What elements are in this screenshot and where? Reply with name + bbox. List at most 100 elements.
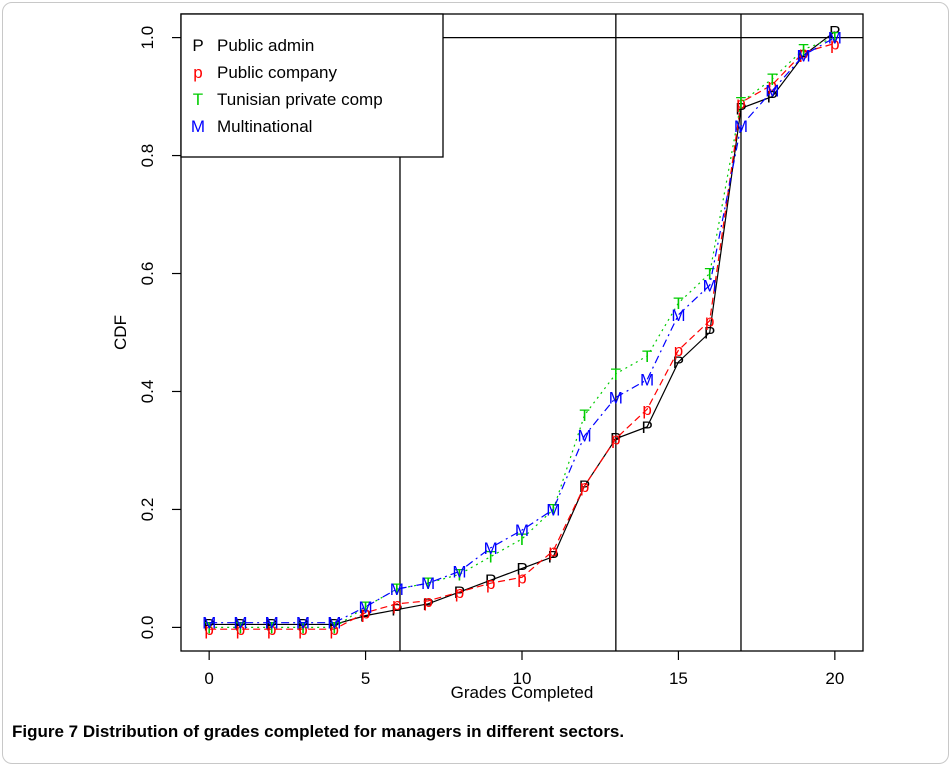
- y-axis-title: CDF: [111, 315, 130, 350]
- legend-marker: M: [191, 117, 205, 136]
- data-point-marker: p: [736, 93, 745, 112]
- data-point-marker: P: [641, 418, 652, 437]
- data-point-marker: p: [330, 620, 339, 639]
- data-point-marker: T: [204, 618, 214, 637]
- data-point-marker: T: [767, 70, 777, 89]
- data-point-marker: T: [454, 565, 464, 584]
- legend-label: Public company: [217, 63, 338, 82]
- x-tick-label: 5: [361, 669, 370, 688]
- data-point-marker: P: [829, 23, 840, 42]
- data-point-marker: p: [549, 542, 558, 561]
- data-point-marker: p: [267, 620, 276, 639]
- data-point-marker: P: [798, 46, 809, 65]
- data-point-marker: p: [580, 477, 589, 496]
- data-point-marker: P: [673, 353, 684, 372]
- data-point-marker: M: [577, 427, 591, 446]
- data-point-marker: P: [516, 559, 527, 578]
- data-point-marker: M: [734, 117, 748, 136]
- y-tick-label: 0.0: [138, 616, 157, 640]
- data-point-marker: P: [767, 88, 778, 107]
- data-point-marker: P: [266, 615, 277, 634]
- data-point-marker: M: [765, 82, 779, 101]
- x-axis-title: Grades Completed: [451, 683, 594, 702]
- data-point-marker: p: [799, 43, 808, 62]
- data-point-marker: T: [517, 530, 527, 549]
- data-point-marker: M: [671, 306, 685, 325]
- data-point-marker: M: [421, 574, 435, 593]
- data-point-marker: P: [422, 595, 433, 614]
- data-point-marker: P: [485, 571, 496, 590]
- data-point-marker: T: [705, 265, 715, 284]
- legend-label: Tunisian private comp: [217, 90, 383, 109]
- data-point-marker: T: [392, 580, 402, 599]
- data-point-marker: p: [298, 620, 307, 639]
- data-point-marker: M: [296, 614, 310, 633]
- data-point-marker: M: [796, 46, 810, 65]
- y-tick-label: 0.8: [138, 144, 157, 168]
- data-point-marker: p: [392, 595, 401, 614]
- data-point-marker: T: [798, 40, 808, 59]
- legend-box: [180, 13, 444, 158]
- legend-marker: T: [193, 90, 203, 109]
- data-point-marker: p: [486, 574, 495, 593]
- data-point-marker: T: [642, 347, 652, 366]
- data-point-marker: T: [298, 618, 308, 637]
- data-point-marker: M: [640, 371, 654, 390]
- y-tick-label: 1.0: [138, 26, 157, 50]
- legend-label: Multinational: [217, 117, 312, 136]
- data-point-marker: T: [611, 365, 621, 384]
- data-point-marker: M: [546, 500, 560, 519]
- series-line-0: [209, 31, 836, 626]
- data-point-marker: p: [674, 341, 683, 360]
- series-line-1: [209, 42, 836, 630]
- data-point-marker: M: [265, 614, 279, 633]
- data-point-marker: T: [360, 598, 370, 617]
- data-point-marker: T: [423, 574, 433, 593]
- data-point-marker: M: [703, 276, 717, 295]
- figure-caption: Figure 7 Distribution of grades complete…: [12, 722, 625, 741]
- data-point-marker: M: [390, 580, 404, 599]
- data-point-marker: P: [548, 548, 559, 567]
- data-point-marker: T: [673, 294, 683, 313]
- data-point-marker: p: [768, 76, 777, 95]
- x-tick-label: 20: [825, 669, 844, 688]
- data-point-marker: p: [611, 430, 620, 449]
- data-point-marker: M: [327, 614, 341, 633]
- x-tick-label: 10: [513, 669, 532, 688]
- data-point-marker: p: [705, 312, 714, 331]
- data-point-marker: M: [233, 614, 247, 633]
- data-point-marker: p: [642, 400, 651, 419]
- data-point-marker: T: [267, 618, 277, 637]
- y-tick-label: 0.4: [138, 380, 157, 404]
- data-point-marker: p: [236, 620, 245, 639]
- data-point-marker: M: [609, 388, 623, 407]
- data-point-marker: M: [515, 521, 529, 540]
- data-point-marker: P: [735, 99, 746, 118]
- data-point-marker: P: [704, 324, 715, 343]
- data-point-marker: P: [203, 615, 214, 634]
- data-point-marker: T: [830, 29, 840, 48]
- data-point-marker: p: [517, 568, 526, 587]
- x-tick-label: 0: [204, 669, 213, 688]
- cdf-chart: 0 5 10 15 200.00.20.40.60.81.0P P P P P P P PPPPPPP…: [111, 13, 864, 702]
- data-point-marker: P: [360, 607, 371, 626]
- data-point-marker: T: [736, 93, 746, 112]
- legend-marker: P: [192, 36, 203, 55]
- data-point-marker: M: [484, 539, 498, 558]
- legend-label: Public admin: [217, 36, 314, 55]
- x-tick-label: 15: [669, 669, 688, 688]
- data-point-marker: M: [452, 562, 466, 581]
- series-line-3: [209, 37, 836, 624]
- y-tick-label: 0.2: [138, 498, 157, 522]
- y-tick-label: 0.6: [138, 262, 157, 286]
- data-point-marker: M: [202, 614, 216, 633]
- data-point-marker: T: [329, 618, 339, 637]
- data-point-marker: T: [486, 548, 496, 567]
- data-point-marker: T: [235, 618, 245, 637]
- data-point-marker: P: [391, 601, 402, 620]
- data-point-marker: p: [204, 620, 213, 639]
- data-point-marker: p: [361, 604, 370, 623]
- legend-marker: p: [193, 63, 202, 82]
- data-point-marker: M: [358, 598, 372, 617]
